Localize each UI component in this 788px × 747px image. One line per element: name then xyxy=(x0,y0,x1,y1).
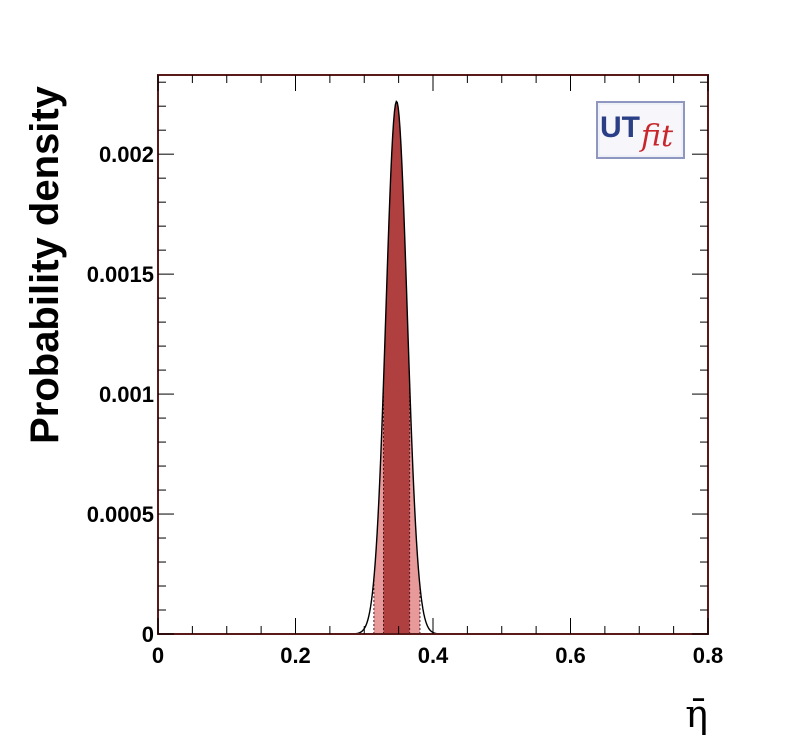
y-tick-label: 0.0005 xyxy=(87,502,154,527)
y-tick-label: 0.001 xyxy=(99,382,154,407)
x-axis-ticks xyxy=(157,75,709,634)
y-axis-title: Probability density xyxy=(23,85,67,444)
x-tick-label: 0.4 xyxy=(418,643,449,668)
utfit-logo: UT fit xyxy=(596,101,685,159)
y-tick-label: 0 xyxy=(142,622,154,647)
x-tick-label: 0.2 xyxy=(280,643,311,668)
x-tick-label: 0 xyxy=(152,643,164,668)
x-axis-tick-labels: 0 0.2 0.4 0.6 0.8 xyxy=(152,643,723,668)
plot-area xyxy=(158,100,708,635)
logo-fit-text: fit xyxy=(639,119,674,154)
y-axis-tick-labels: 0 0.0005 0.001 0.0015 0.002 xyxy=(87,142,154,647)
interval-68-band xyxy=(383,101,410,634)
density-curve xyxy=(158,100,708,635)
x-axis-title: η̄ xyxy=(685,692,708,736)
x-tick-label: 0.6 xyxy=(555,643,586,668)
y-axis-ticks xyxy=(158,81,708,635)
y-tick-label: 0.0015 xyxy=(87,262,154,287)
x-tick-label: 0.8 xyxy=(693,643,724,668)
interval-boundary-lines xyxy=(373,382,421,634)
logo-inner xyxy=(600,105,681,155)
y-tick-label: 0.002 xyxy=(99,142,154,167)
logo-ut-text: UT xyxy=(600,111,640,144)
